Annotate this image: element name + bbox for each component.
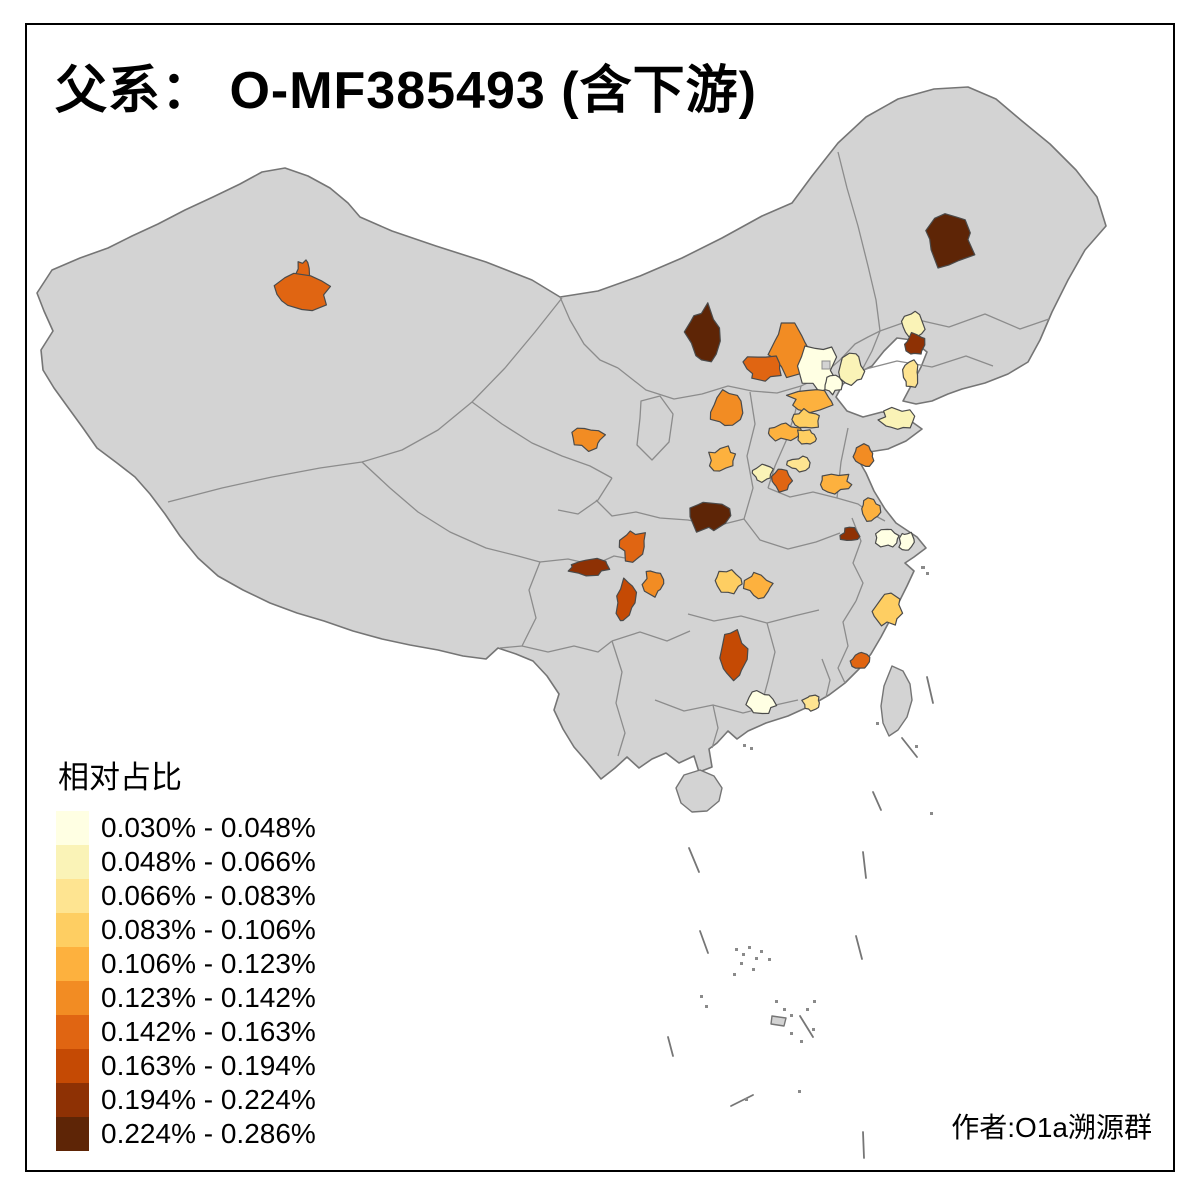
author-credit: 作者:O1a溯源群: [951, 1112, 1152, 1143]
legend-item-label: 0.142% - 0.163%: [101, 1016, 316, 1047]
map-region: [767, 422, 803, 442]
map-region: [742, 355, 782, 382]
legend-item-label: 0.066% - 0.083%: [101, 880, 316, 911]
map-region: [714, 569, 743, 595]
legend-item: 0.224% - 0.286%: [56, 1117, 316, 1151]
map-region: [683, 302, 721, 363]
map-region: [273, 272, 332, 312]
map-region: [567, 557, 611, 577]
legend-item-label: 0.123% - 0.142%: [101, 982, 316, 1013]
legend-item-label: 0.224% - 0.286%: [101, 1118, 316, 1149]
legend-item-label: 0.048% - 0.066%: [101, 846, 316, 877]
legend-item-label: 0.194% - 0.224%: [101, 1084, 316, 1115]
map-region: [874, 528, 900, 548]
islands: [675, 665, 913, 1027]
legend-title: 相对占比: [58, 760, 182, 795]
legend-swatch: [56, 1049, 89, 1083]
legend-swatch: [56, 913, 89, 947]
legend-item-label: 0.083% - 0.106%: [101, 914, 316, 945]
hainan-island: [675, 769, 723, 813]
legend-swatch: [56, 845, 89, 879]
legend-swatch: [56, 1083, 89, 1117]
legend-rows: 0.030% - 0.048% 0.048% - 0.066% 0.066% -…: [56, 811, 316, 1151]
map-region: [689, 501, 732, 533]
map-region: [709, 389, 744, 427]
sea-boundary-dashes: [667, 676, 934, 1159]
map-region: [861, 497, 882, 523]
legend-item-label: 0.106% - 0.123%: [101, 948, 316, 979]
legend-item: 0.048% - 0.066%: [56, 845, 316, 879]
legend-item: 0.123% - 0.142%: [56, 981, 316, 1015]
legend-item: 0.106% - 0.123%: [56, 947, 316, 981]
map-region: [925, 213, 976, 269]
beijing-core-enclave: [821, 360, 831, 370]
map-region: [839, 526, 861, 542]
legend-item: 0.163% - 0.194%: [56, 1049, 316, 1083]
map-region: [898, 531, 915, 551]
legend-item-label: 0.163% - 0.194%: [101, 1050, 316, 1081]
map-region: [871, 592, 904, 627]
map-region: [796, 429, 818, 445]
island-dots: [700, 566, 933, 1101]
map-region: [785, 455, 811, 473]
legend-swatch: [56, 1117, 89, 1151]
map-region: [838, 352, 866, 386]
scs-islet: [770, 1015, 787, 1027]
map-region: [801, 694, 821, 712]
map-region: [877, 406, 916, 430]
legend-item: 0.066% - 0.083%: [56, 879, 316, 913]
map-region: [745, 689, 778, 715]
legend-item: 0.083% - 0.106%: [56, 913, 316, 947]
legend-item: 0.142% - 0.163%: [56, 1015, 316, 1049]
map-region: [641, 570, 665, 598]
map-region: [751, 463, 774, 483]
map-region: [785, 389, 834, 414]
legend: 相对占比 0.030% - 0.048% 0.048% - 0.066% 0.0…: [56, 752, 316, 1151]
province-borders: [167, 151, 1050, 757]
map-region: [824, 374, 843, 396]
taiwan-island: [880, 665, 913, 737]
page-title: 父系： O-MF385493 (含下游): [55, 62, 757, 120]
map-region: [791, 408, 820, 429]
legend-swatch: [56, 811, 89, 845]
map-region: [571, 427, 607, 452]
map-region: [770, 468, 794, 493]
legend-item-label: 0.030% - 0.048%: [101, 812, 316, 843]
legend-swatch: [56, 1015, 89, 1049]
map-region: [819, 473, 853, 495]
colored-regions-layer: [273, 213, 976, 715]
map-overlays: [821, 360, 831, 370]
legend-swatch: [56, 947, 89, 981]
map-region: [901, 359, 919, 388]
map-region: [903, 331, 926, 355]
map-region: [849, 651, 871, 669]
legend-swatch: [56, 981, 89, 1015]
map-region: [615, 577, 638, 622]
legend-item: 0.194% - 0.224%: [56, 1083, 316, 1117]
legend-item: 0.030% - 0.048%: [56, 811, 316, 845]
map-region: [708, 445, 737, 472]
map-region: [618, 530, 647, 563]
map-region: [719, 628, 749, 682]
legend-swatch: [56, 879, 89, 913]
map-region: [742, 571, 774, 600]
map-region: [852, 443, 875, 467]
